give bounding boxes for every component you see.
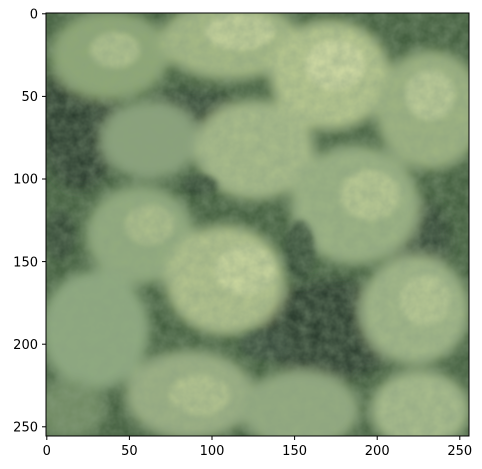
canopy-image (46, 13, 469, 436)
y-tick-label: 200 (13, 338, 38, 353)
y-tick-label: 50 (21, 90, 38, 105)
x-tick-label: 200 (365, 444, 390, 459)
x-tick-label: 100 (200, 444, 225, 459)
x-tick-label: 0 (43, 444, 51, 459)
y-tick-label: 0 (30, 8, 38, 23)
x-tick-label: 150 (282, 444, 307, 459)
y-tick-label: 150 (13, 255, 38, 270)
axes-frame (45, 12, 470, 437)
x-tick-label: 250 (447, 444, 472, 459)
y-tick-label: 100 (13, 173, 38, 188)
y-tick-label: 250 (13, 421, 38, 436)
y-axis: 0 50 100 150 200 250 (13, 8, 46, 436)
x-axis: 0 50 100 150 200 250 (43, 436, 472, 459)
x-tick-label: 50 (121, 444, 138, 459)
